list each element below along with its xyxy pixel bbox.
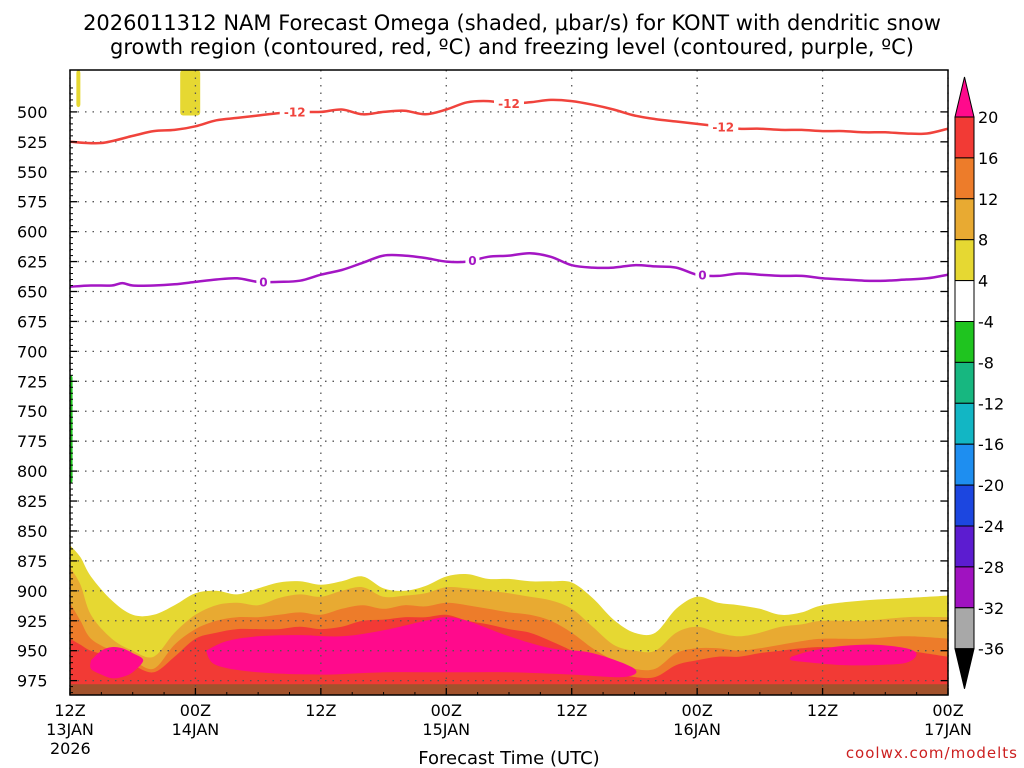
colorbar-label: 12	[978, 190, 998, 209]
colorbar-segment	[954, 239, 975, 282]
x-tick-time: 00Z	[932, 701, 963, 720]
colorbar-segment	[954, 321, 975, 363]
x-axis-label: Forecast Time (UTC)	[418, 748, 599, 768]
y-tick-label: 975	[17, 672, 48, 691]
x-tick-time: 12Z	[54, 701, 85, 720]
freezing-level-contour-0-line	[70, 251, 948, 288]
x-tick-time: 12Z	[305, 701, 336, 720]
y-tick-label: 525	[17, 133, 48, 152]
colorbar-segment	[954, 198, 975, 241]
colorbar-bottom-arrow	[954, 648, 975, 689]
colorbar-label: -4	[978, 313, 994, 332]
omega-max-region-3	[789, 644, 917, 666]
colorbar: 20 16 12 8 4 -4 -8 -12 -16 -20 -24 -28 -32 -36	[954, 76, 1004, 689]
colorbar-label: 8	[978, 231, 988, 250]
colorbar-segment	[954, 402, 975, 445]
colorbar-segment	[954, 525, 975, 568]
dgz-contour-minus12-label: -12	[284, 106, 306, 120]
colorbar-label: -32	[978, 599, 1004, 618]
x-tick-date: 17JAN	[924, 720, 972, 739]
x-tick-time: 00Z	[431, 701, 462, 720]
y-tick-label: 500	[17, 103, 48, 122]
x-tick-time: 00Z	[180, 701, 211, 720]
y-tick-label: 850	[17, 522, 48, 541]
y-tick-label: 675	[17, 312, 48, 331]
colorbar-segment	[954, 566, 975, 609]
y-tick-label: 775	[17, 432, 48, 451]
freezing-level-contour-0-label: 0	[468, 254, 476, 268]
colorbar-label: 4	[978, 272, 988, 291]
y-tick-label: 650	[17, 283, 48, 302]
x-tick-date: 15JAN	[422, 720, 470, 739]
omega-shading-layer	[70, 70, 948, 695]
freezing-level-contour-0-label: 0	[259, 275, 267, 289]
dgz-contour-minus12-label: -12	[712, 120, 734, 134]
x-tick-date: 13JAN	[46, 720, 94, 739]
colorbar-label: -8	[978, 353, 994, 372]
freezing-level-contour-0-label-bg	[256, 274, 271, 289]
surface-band	[70, 684, 948, 695]
colorbar-segment	[954, 361, 975, 404]
x-tick-time: 00Z	[681, 701, 712, 720]
colorbar-top-arrow	[954, 76, 975, 118]
dgz-contour-minus12-label: -12	[498, 97, 520, 111]
colorbar-segment	[954, 443, 975, 486]
y-tick-label: 925	[17, 612, 48, 631]
y-tick-label: 575	[17, 193, 48, 212]
y-tick-label: 825	[17, 492, 48, 511]
y-tick-label: 800	[17, 462, 48, 481]
colorbar-segment	[954, 157, 975, 200]
x-tick-time: 12Z	[807, 701, 838, 720]
x-tick-date: 14JAN	[172, 720, 220, 739]
y-axis: 500 525 550 575 600 625 650 675 700 725 750 775 800 8…	[17, 87, 948, 694]
colorbar-label: 16	[978, 149, 998, 168]
colorbar-label: -24	[978, 517, 1004, 536]
y-tick-label: 550	[17, 163, 48, 182]
chart-title-line-2: growth region (contoured, red, ºC) and f…	[110, 35, 914, 59]
colorbar-label: 20	[978, 108, 998, 127]
colorbar-segment	[954, 280, 975, 323]
colorbar-segment	[954, 116, 975, 159]
isolated-omega-spot-2	[76, 70, 81, 108]
colorbar-segment	[954, 484, 975, 527]
dgz-contour-minus12-label-bg	[708, 119, 739, 134]
freezing-level-contour-0-label: 0	[698, 269, 706, 283]
omega-max-region-1	[90, 646, 144, 679]
x-tick-time: 12Z	[556, 701, 587, 720]
y-tick-label: 750	[17, 402, 48, 421]
contour-labels: -12 -12 -12 0 0 0	[256, 96, 739, 289]
x-tick-date: 16JAN	[673, 720, 721, 739]
dgz-contour-minus12-label-bg	[279, 105, 310, 120]
y-tick-label: 600	[17, 223, 48, 242]
colorbar-label: -12	[978, 394, 1004, 413]
chart-title-line-1: 2026011312 NAM Forecast Omega (shaded, μ…	[83, 11, 941, 35]
y-tick-label: 875	[17, 552, 48, 571]
y-tick-label: 725	[17, 372, 48, 391]
freezing-level-contour-0-label-bg	[465, 253, 480, 268]
credit-text: coolwx.com/modelts	[846, 744, 1018, 762]
contour-layer	[70, 98, 948, 288]
colorbar-segment	[954, 607, 975, 650]
dgz-contour-minus12-label-bg	[494, 96, 524, 111]
colorbar-label: -16	[978, 435, 1004, 454]
y-tick-label: 625	[17, 253, 48, 272]
freezing-level-contour-0-label-bg	[695, 268, 710, 283]
y-tick-label: 950	[17, 642, 48, 661]
colorbar-label: -28	[978, 558, 1004, 577]
omega-max-region-2	[205, 617, 637, 678]
colorbar-label: -20	[978, 476, 1004, 495]
x-tick-year: 2026	[50, 739, 91, 758]
colorbar-label: -36	[978, 640, 1004, 659]
isolated-omega-spot-3	[180, 70, 201, 116]
y-tick-label: 700	[17, 342, 48, 361]
y-tick-label: 900	[17, 582, 48, 601]
